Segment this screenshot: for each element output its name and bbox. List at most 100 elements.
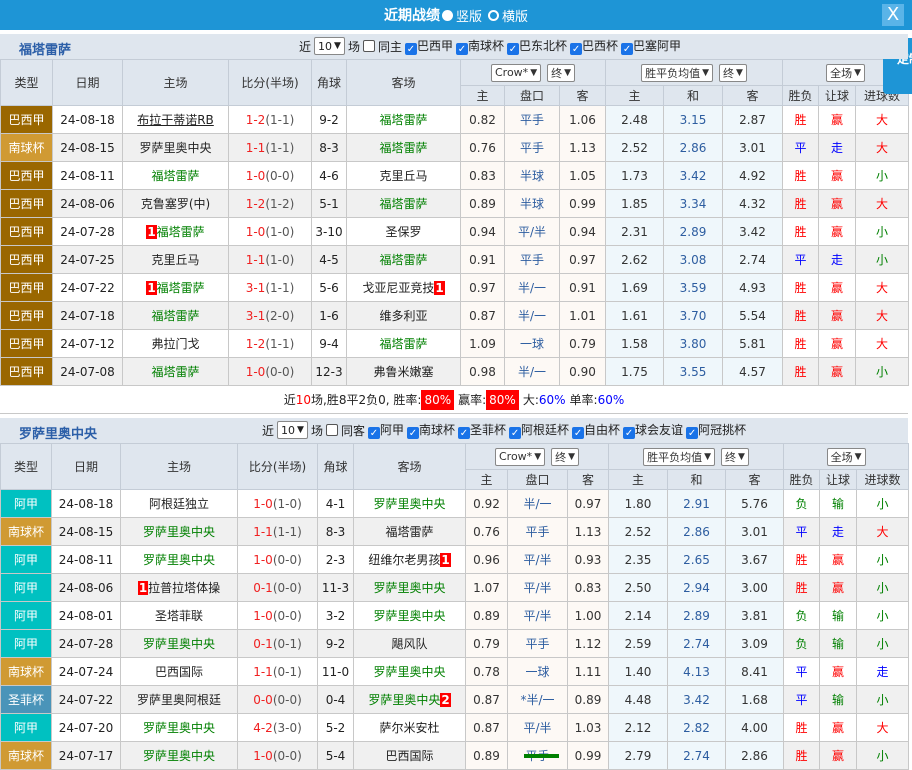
average-stage-select[interactable]: 终 ▼ — [719, 63, 747, 82]
match-score[interactable]: 3-1(1-1) — [228, 273, 312, 302]
home-team-name[interactable]: 拉普拉塔体操 — [148, 581, 221, 595]
match-score[interactable]: 1-0(1-0) — [237, 489, 318, 518]
checkbox-checked-icon[interactable]: ✓ — [406, 427, 419, 439]
away-team[interactable]: 福塔雷萨 — [346, 133, 461, 162]
match-score[interactable]: 1-2(1-2) — [228, 189, 312, 218]
home-team[interactable]: 罗萨里奥中央 — [120, 629, 238, 658]
match-score[interactable]: 1-0(0-0) — [237, 601, 318, 630]
home-team[interactable]: 福塔雷萨 — [122, 161, 229, 190]
home-team[interactable]: 克里丘马 — [122, 245, 229, 274]
checkbox-checked-icon[interactable]: ✓ — [404, 43, 417, 55]
home-team-name[interactable]: 福塔雷萨 — [151, 309, 200, 323]
match-row[interactable]: 南球杯 24-08-15 罗萨里奥中央 1-1(1-1) 8-3 福塔雷萨 0.76 平手 1.… — [0, 133, 910, 162]
league-badge[interactable]: 巴西甲 — [0, 301, 53, 330]
away-team[interactable]: 福塔雷萨 — [346, 189, 461, 218]
league-badge[interactable]: 阿甲 — [0, 713, 52, 742]
away-team-name[interactable]: 维多利亚 — [379, 309, 428, 323]
match-row[interactable]: 阿甲 24-08-18 阿根廷独立 1-0(1-0) 4-1 罗萨里奥中央 0.92 半/一 0… — [0, 489, 910, 518]
match-row[interactable]: 巴西甲 24-07-22 1福塔雷萨 3-1(1-1) 5-6 戈亚尼亚竞技1 0.97 半/… — [0, 273, 910, 302]
home-team-name[interactable]: 巴西国际 — [154, 665, 203, 679]
league-badge[interactable]: 巴西甲 — [0, 357, 53, 386]
league-badge[interactable]: 阿甲 — [0, 489, 52, 518]
match-row[interactable]: 巴西甲 24-07-28 1福塔雷萨 1-0(1-0) 3-10 圣保罗 0.94 平/半 0.… — [0, 217, 910, 246]
away-team-name[interactable]: 福塔雷萨 — [385, 525, 434, 539]
away-team-name[interactable]: 飓风队 — [391, 637, 428, 651]
away-team[interactable]: 圣保罗 — [346, 217, 461, 246]
home-team-name[interactable]: 福塔雷萨 — [151, 365, 200, 379]
home-team-name[interactable]: 圣塔菲联 — [154, 609, 203, 623]
league-badge[interactable]: 巴西甲 — [0, 217, 53, 246]
checkbox-checked-icon[interactable]: ✓ — [686, 427, 699, 439]
odds-company-select[interactable]: Crow* ▼ — [494, 447, 546, 466]
away-team-name[interactable]: 罗萨里奥中央 — [373, 665, 446, 679]
away-team[interactable]: 罗萨里奥中央 — [353, 601, 466, 630]
league-filter[interactable]: ✓ 阿甲 — [367, 421, 404, 439]
league-badge[interactable]: 阿甲 — [0, 629, 52, 658]
checkbox-checked-icon[interactable]: ✓ — [572, 427, 585, 439]
odds-stage-select[interactable]: 终 ▼ — [551, 447, 580, 466]
league-filter[interactable]: ✓ 阿冠挑杯 — [686, 421, 746, 439]
average-odds-select[interactable]: 胜平负均值 ▼ — [643, 447, 716, 466]
home-team-name[interactable]: 罗萨里奥中央 — [142, 525, 215, 539]
away-team-name[interactable]: 福塔雷萨 — [379, 197, 428, 211]
home-team[interactable]: 圣塔菲联 — [120, 601, 238, 630]
league-filter[interactable]: ✓ 巴西杯 — [570, 37, 618, 55]
checkbox-checked-icon[interactable]: ✓ — [621, 43, 634, 55]
match-score[interactable]: 1-1(0-1) — [237, 657, 318, 686]
same-venue-checkbox[interactable] — [362, 40, 375, 52]
checkbox-checked-icon[interactable]: ✓ — [455, 43, 468, 55]
away-team-name[interactable]: 巴西国际 — [385, 749, 434, 763]
home-team-name[interactable]: 克里丘马 — [151, 253, 200, 267]
league-badge[interactable]: 巴西甲 — [0, 329, 53, 358]
away-team[interactable]: 克里丘马 — [346, 161, 461, 190]
home-team[interactable]: 1拉普拉塔体操 — [120, 573, 238, 602]
home-team-name[interactable]: 福塔雷萨 — [156, 225, 205, 239]
league-filter[interactable]: ✓ 巴西甲 — [404, 37, 453, 55]
checkbox-checked-icon[interactable]: ✓ — [570, 43, 583, 55]
league-badge[interactable]: 圣菲杯 — [0, 685, 52, 714]
away-team[interactable]: 纽维尔老男孩1 — [353, 545, 466, 574]
home-team[interactable]: 1福塔雷萨 — [122, 273, 229, 302]
away-team[interactable]: 弗鲁米嫩塞 — [346, 357, 461, 386]
match-score[interactable]: 3-1(2-0) — [228, 301, 312, 330]
match-score[interactable]: 4-2(3-0) — [237, 713, 318, 742]
match-row[interactable]: 巴西甲 24-08-11 福塔雷萨 1-0(0-0) 4-6 克里丘马 0.83 半球 1.05… — [0, 161, 910, 190]
match-row[interactable]: 巴西甲 24-07-25 克里丘马 1-1(1-0) 4-5 福塔雷萨 0.91 平手 0.97… — [0, 245, 910, 274]
home-team[interactable]: 罗萨里奥中央 — [120, 517, 238, 546]
match-score[interactable]: 1-0(0-0) — [237, 741, 318, 770]
away-team[interactable]: 戈亚尼亚竞技1 — [346, 273, 461, 302]
close-button[interactable]: X — [882, 4, 904, 26]
match-score[interactable]: 1-1(1-0) — [228, 245, 312, 274]
home-team-name[interactable]: 罗萨里奥中央 — [142, 749, 215, 763]
away-team-name[interactable]: 罗萨里奥中央 — [373, 609, 446, 623]
match-score[interactable]: 1-0(0-0) — [228, 357, 312, 386]
checkbox-checked-icon[interactable]: ✓ — [509, 427, 522, 439]
away-team[interactable]: 福塔雷萨 — [346, 245, 461, 274]
away-team-name[interactable]: 罗萨里奥中央 — [373, 497, 446, 511]
home-team-name[interactable]: 弗拉门戈 — [151, 337, 200, 351]
away-team-name[interactable]: 纽维尔老男孩 — [368, 553, 441, 567]
match-row[interactable]: 阿甲 24-08-06 1拉普拉塔体操 0-1(0-0) 11-3 罗萨里奥中央 1.07 平… — [0, 573, 910, 602]
odds-stage-select[interactable]: 终 ▼ — [547, 63, 576, 82]
away-team[interactable]: 罗萨里奥中央 — [353, 657, 466, 686]
match-row[interactable]: 南球杯24-07-17罗萨里奥中央1-0(0-0)5-4巴西国际0.89平手0.… — [0, 741, 910, 770]
match-row[interactable]: 阿甲 24-08-11 罗萨里奥中央 1-0(0-0) 2-3 纽维尔老男孩1 0.96 平/… — [0, 545, 910, 574]
vertical-layout-radio[interactable] — [441, 9, 453, 21]
home-team-name[interactable]: 福塔雷萨 — [151, 169, 200, 183]
away-team[interactable]: 罗萨里奥中央 — [353, 489, 466, 518]
away-team[interactable]: 罗萨里奥中央 — [353, 573, 466, 602]
league-badge[interactable]: 南球杯 — [0, 517, 52, 546]
home-team-name[interactable]: 罗萨里奥阿根廷 — [136, 693, 221, 707]
home-team[interactable]: 弗拉门戈 — [122, 329, 229, 358]
match-row[interactable]: 阿甲 24-07-20 罗萨里奥中央 4-2(3-0) 5-2 萨尔米安杜 0.87 平/半 1… — [0, 713, 910, 742]
match-row[interactable]: 圣菲杯 24-07-22 罗萨里奥阿根廷 0-0(0-0) 0-4 罗萨里奥中央2 0.87… — [0, 685, 910, 714]
home-team-name[interactable]: 布拉干蒂诺RB — [137, 113, 214, 127]
match-row[interactable]: 巴西甲 24-07-08 福塔雷萨 1-0(0-0) 12-3 弗鲁米嫩塞 0.98 半/一 0… — [0, 357, 910, 386]
away-team-name[interactable]: 福塔雷萨 — [379, 253, 428, 267]
match-score[interactable]: 1-1(1-1) — [228, 133, 312, 162]
home-team[interactable]: 克鲁塞罗(中) — [122, 189, 229, 218]
league-filter[interactable]: ✓ 球会友谊 — [623, 421, 683, 439]
league-badge[interactable]: 巴西甲 — [0, 105, 53, 134]
league-badge[interactable]: 巴西甲 — [0, 161, 53, 190]
league-filter[interactable]: ✓ 巴东北杯 — [507, 37, 567, 55]
